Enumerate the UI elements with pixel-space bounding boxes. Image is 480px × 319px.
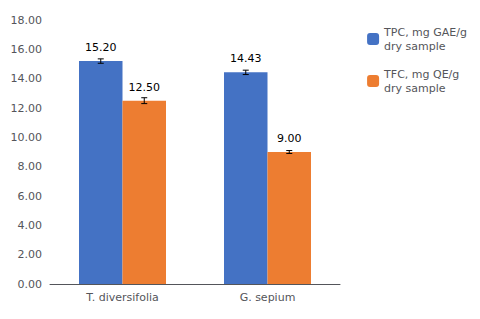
svg-text:8.00: 8.00: [18, 160, 43, 173]
svg-text:14.00: 14.00: [11, 72, 43, 85]
svg-text:12.50: 12.50: [129, 81, 161, 94]
svg-text:14.43: 14.43: [230, 52, 262, 65]
svg-text:dry sample: dry sample: [384, 40, 446, 53]
svg-text:12.00: 12.00: [11, 102, 43, 115]
svg-text:4.00: 4.00: [18, 219, 43, 232]
svg-text:16.00: 16.00: [11, 43, 43, 56]
svg-text:TFC, mg QE/g: TFC, mg QE/g: [383, 68, 459, 81]
svg-text:10.00: 10.00: [11, 131, 43, 144]
svg-text:2.00: 2.00: [18, 248, 43, 261]
svg-text:G. sepium: G. sepium: [240, 291, 296, 304]
svg-text:TPC, mg GAE/g: TPC, mg GAE/g: [383, 26, 467, 39]
svg-text:9.00: 9.00: [277, 132, 302, 145]
svg-text:T. diversifolia: T. diversifolia: [85, 291, 159, 304]
svg-text:15.20: 15.20: [85, 41, 117, 54]
svg-text:18.00: 18.00: [11, 14, 43, 27]
svg-text:0.00: 0.00: [18, 278, 43, 291]
svg-text:dry sample: dry sample: [384, 82, 446, 95]
svg-text:6.00: 6.00: [18, 190, 43, 203]
